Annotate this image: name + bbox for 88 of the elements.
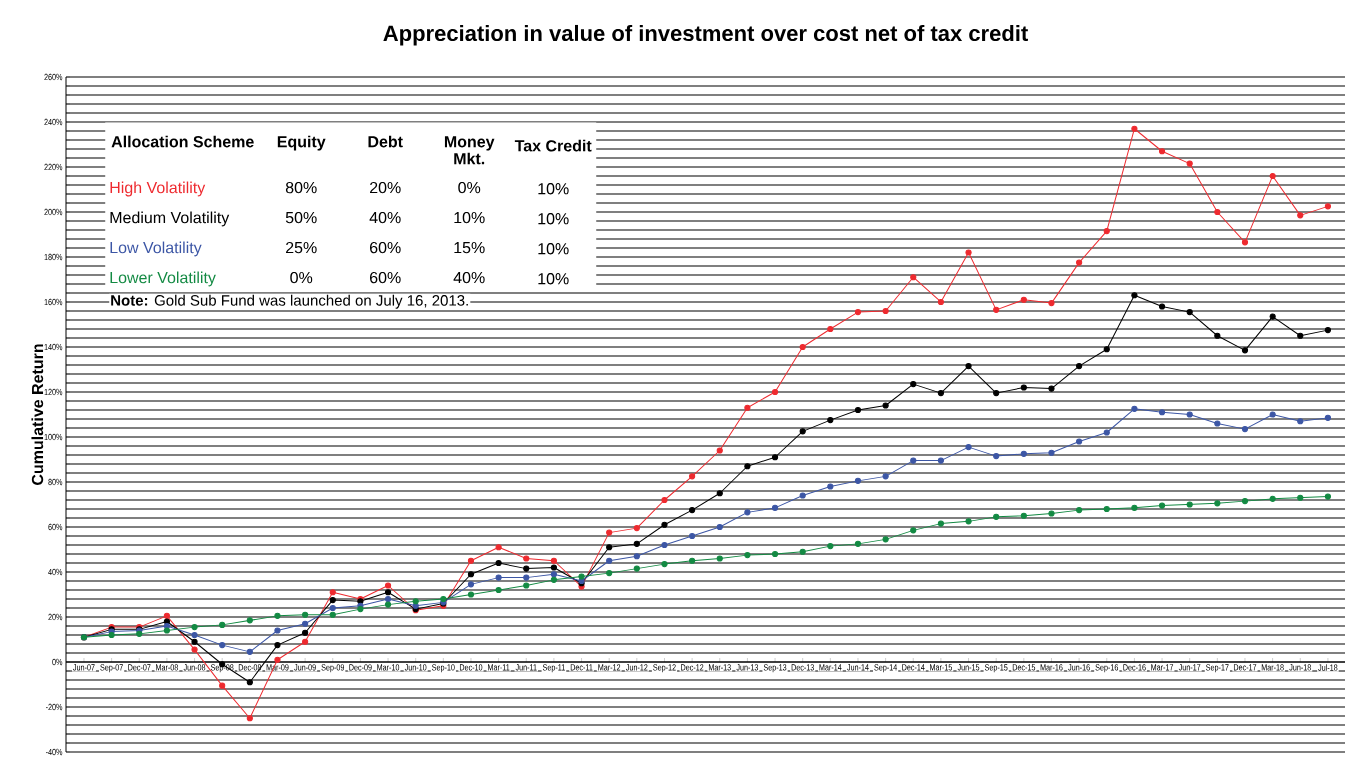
y-tick-label: 120% xyxy=(44,388,63,396)
annotation: 60% xyxy=(370,271,401,284)
y-tick-label: 100% xyxy=(44,433,63,441)
y-tick-label: 60% xyxy=(48,523,63,531)
y-tick-label: 0% xyxy=(52,658,63,666)
annotation: 50% xyxy=(285,211,317,224)
text: Medium Volatility xyxy=(110,211,230,227)
x-tick-label: Dec-08 xyxy=(238,664,262,671)
x-tick-label: Mar-08 xyxy=(156,664,178,671)
x-tick-label: Dec-15 xyxy=(1012,664,1036,671)
y-tick-label: 240% xyxy=(44,118,63,126)
chart-title: Appreciation in value of investment over cost net of tax credit xyxy=(383,24,1028,46)
annotation: 25% xyxy=(286,241,317,254)
x-tick-label: Jun-09 xyxy=(294,664,316,671)
x-tick-label: Sep-07 xyxy=(100,664,123,673)
x-tick-label: Mar-14 xyxy=(819,664,842,671)
text: High Volatility xyxy=(110,181,206,197)
x-tick-label: Mar-11 xyxy=(488,664,510,671)
annotation: 40% xyxy=(369,211,401,224)
x-tick-label: Sep-10 xyxy=(432,664,455,673)
annotation: 10% xyxy=(538,273,569,285)
x-tick-label: Mar-18 xyxy=(1261,664,1284,671)
y-tick-label: 200% xyxy=(44,208,63,216)
y-tick-label: 220% xyxy=(44,163,63,171)
annotation: 10% xyxy=(538,243,569,255)
annotation: 0% xyxy=(290,271,313,284)
text: Lower Volatility xyxy=(110,271,216,287)
annotation: 80% xyxy=(285,181,317,194)
x-tick-label: Jun-07 xyxy=(73,664,95,671)
y-tick-label: 40% xyxy=(48,568,63,576)
x-tick-label: Sep-15 xyxy=(984,664,1008,673)
y-tick-label: 20% xyxy=(48,613,63,621)
y-tick-label: 260% xyxy=(44,73,63,81)
x-tick-label: Mar-15 xyxy=(930,664,952,671)
x-tick-label: Jun-16 xyxy=(1068,664,1090,671)
x-tick-label: Jun-14 xyxy=(847,664,869,671)
x-tick-label: Mar-13 xyxy=(708,664,731,671)
annotation: 40% xyxy=(453,271,485,284)
annotation: 10% xyxy=(538,213,569,225)
x-tick-label: Dec-17 xyxy=(1233,664,1257,671)
annotation: Tax Credit xyxy=(514,139,592,152)
x-tick-label: Jun-11 xyxy=(515,664,537,671)
x-tick-label: Mar-16 xyxy=(1040,664,1063,671)
x-tick-label: Jun-08 xyxy=(183,664,206,671)
x-tick-label: Mar-12 xyxy=(598,664,621,671)
annotation: Note: Gold Sub Fund was launched on July 16, 2013. xyxy=(111,294,468,309)
x-tick-label: Jun-13 xyxy=(736,664,759,671)
x-tick-label: Jul-18 xyxy=(1318,664,1338,671)
x-tick-label: Sep-14 xyxy=(874,664,898,673)
annotation: 20% xyxy=(370,181,401,194)
x-tick-label: Dec-14 xyxy=(902,664,925,671)
y-tick-label: 180% xyxy=(44,253,63,261)
x-tick-label: Dec-09 xyxy=(349,664,372,671)
x-tick-label: Jun-15 xyxy=(957,664,980,671)
x-tick-label: Sep-17 xyxy=(1206,664,1229,673)
annotation: 10% xyxy=(538,183,569,195)
x-tick-label: Sep-09 xyxy=(321,664,345,673)
y-tick-label: 140% xyxy=(44,343,63,351)
y-tick-label: -20% xyxy=(45,703,63,711)
annotation: Debt xyxy=(368,135,403,148)
annotation: 10% xyxy=(454,211,485,224)
annotation: Money Mkt. xyxy=(444,136,495,165)
y-tick-label: 80% xyxy=(48,478,63,486)
x-tick-label: Sep-11 xyxy=(542,664,565,673)
x-tick-label: Mar-17 xyxy=(1151,664,1174,671)
x-tick-label: Jun-12 xyxy=(625,664,648,671)
x-tick-label: Dec-07 xyxy=(128,664,151,671)
annotation: 15% xyxy=(454,242,485,254)
x-tick-label: Mar-10 xyxy=(377,664,400,671)
x-tick-label: Sep-16 xyxy=(1095,664,1119,673)
x-tick-label: Dec-10 xyxy=(459,664,483,671)
y-tick-label: 160% xyxy=(44,298,63,306)
annotation: 0% xyxy=(458,181,481,194)
x-tick-label: Sep-13 xyxy=(763,664,787,673)
x-tick-label: Sep-12 xyxy=(653,664,676,673)
x-tick-label: Jun-17 xyxy=(1178,664,1201,671)
x-tick-label: Dec-13 xyxy=(791,664,814,671)
annotation: 60% xyxy=(370,241,401,254)
x-tick-label: Dec-11 xyxy=(570,664,593,671)
x-tick-label: Jun-18 xyxy=(1289,664,1311,671)
y-axis-title: Cumulative Return xyxy=(31,344,44,485)
annotation: Equity xyxy=(277,135,326,151)
x-tick-label: Jun-10 xyxy=(404,664,427,671)
y-tick-label: -40% xyxy=(45,748,63,756)
annotation: Allocation Scheme xyxy=(111,135,254,148)
text: Low Volatility xyxy=(110,241,202,257)
x-tick-label: Dec-16 xyxy=(1123,664,1146,671)
x-tick-label: Dec-12 xyxy=(681,664,704,671)
